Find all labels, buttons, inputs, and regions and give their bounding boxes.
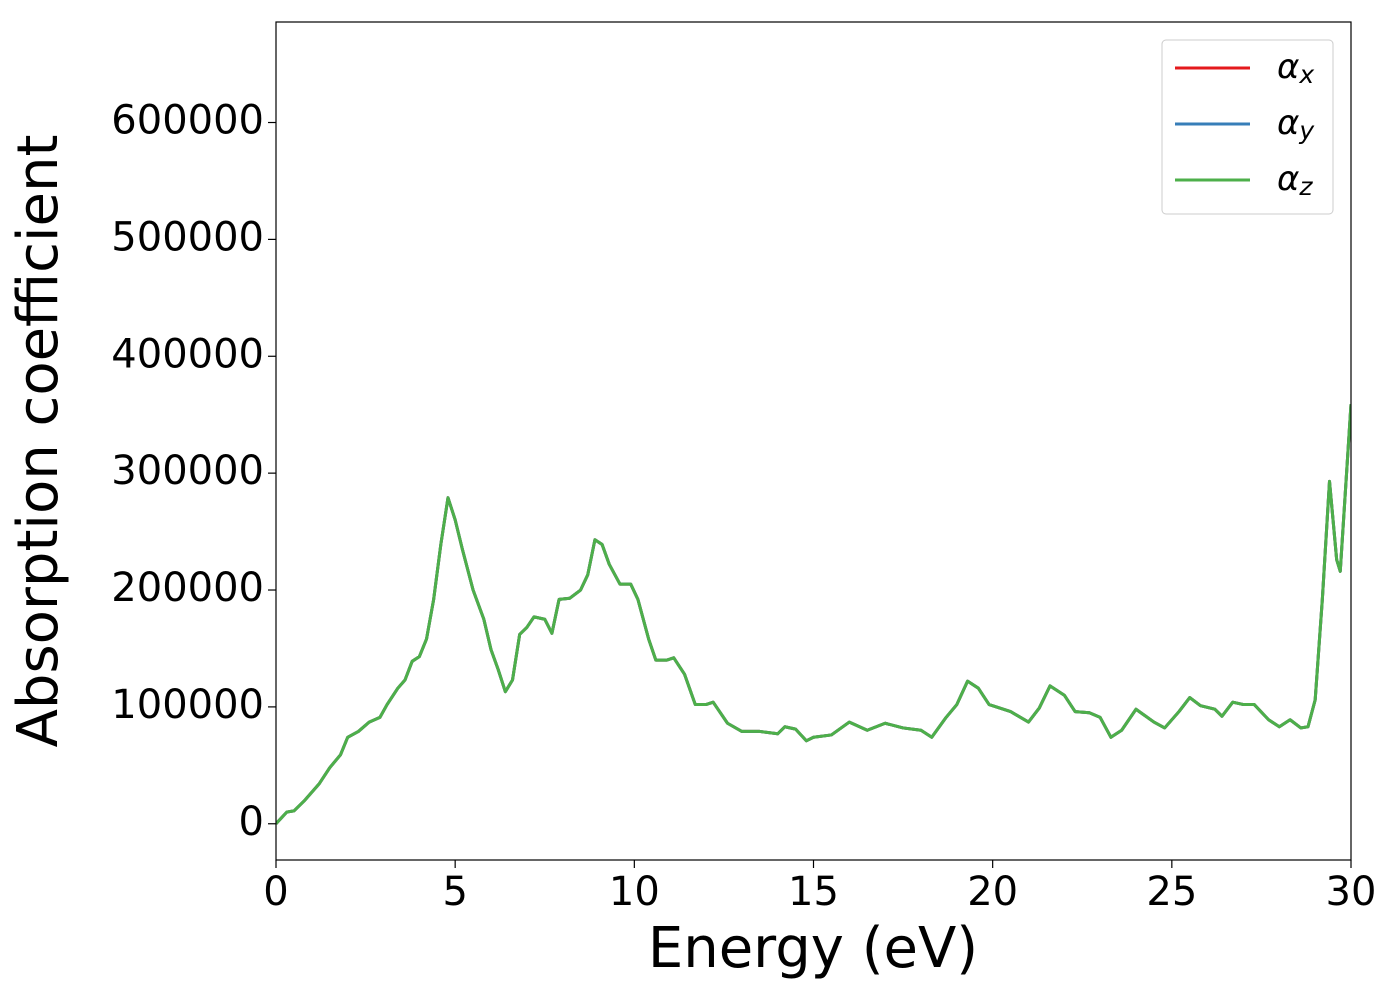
y-tick-label: 500000: [111, 214, 264, 260]
legend: αx αy αz: [1161, 39, 1334, 215]
x-axis-label: Energy (eV): [648, 916, 978, 981]
y-tick-label: 200000: [111, 565, 264, 611]
x-tick-label: 10: [609, 869, 660, 915]
legend-label: αz: [1277, 159, 1313, 202]
y-axis-label: Absorption coefficient: [6, 135, 71, 748]
series-line: [276, 404, 1351, 825]
x-tick-label: 25: [1146, 869, 1197, 915]
plot-frame: [275, 21, 1352, 861]
series-line: [276, 404, 1351, 825]
series-line: [276, 404, 1351, 825]
x-tick-label: 0: [263, 869, 288, 915]
legend-box: [1161, 39, 1334, 215]
x-tick-label: 30: [1326, 869, 1377, 915]
y-tick-label: 400000: [111, 331, 264, 377]
y-tick-label: 100000: [111, 682, 264, 728]
x-tick-label: 20: [967, 869, 1018, 915]
x-tick-label: 5: [442, 869, 467, 915]
y-tick-label: 0: [239, 799, 264, 845]
y-tick-label: 300000: [111, 448, 264, 494]
legend-label: αy: [1277, 103, 1315, 146]
x-tick-label: 15: [788, 869, 839, 915]
y-tick-label: 600000: [111, 98, 264, 144]
legend-label: αx: [1277, 47, 1314, 90]
